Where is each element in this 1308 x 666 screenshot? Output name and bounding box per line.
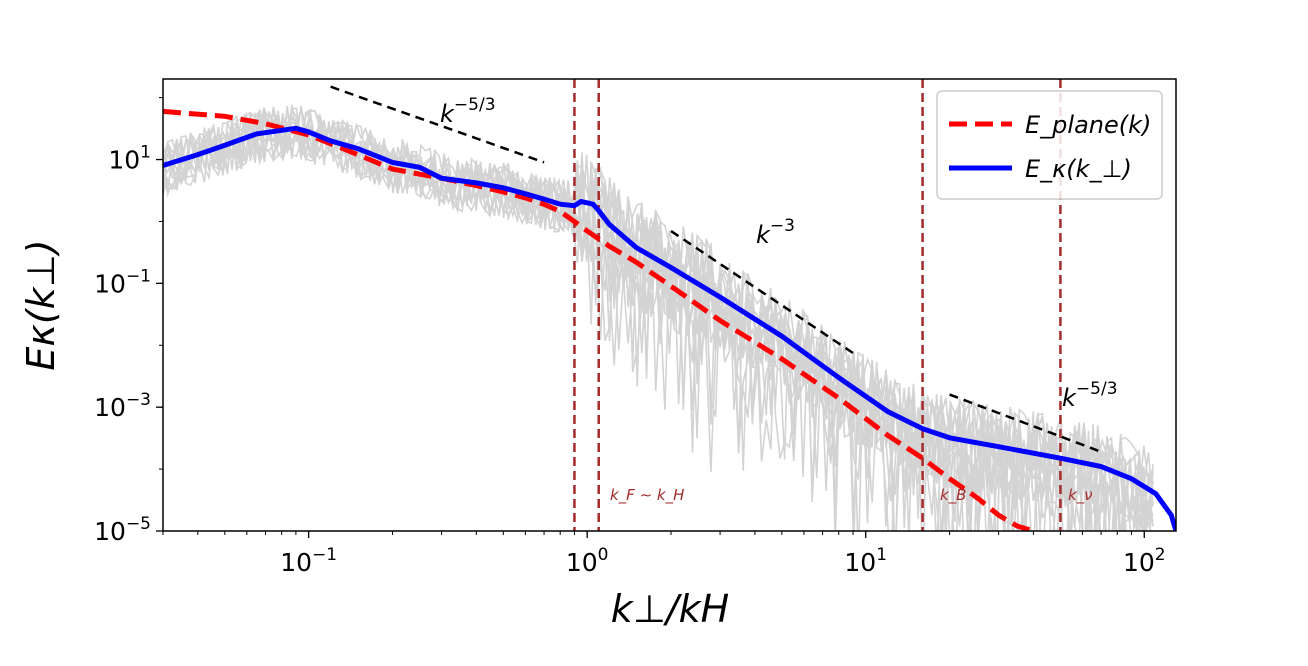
y-tick-label: 101 (108, 143, 151, 175)
reference-slope-line (949, 393, 1102, 454)
y-tick-label: 10−5 (94, 514, 151, 546)
legend: E_plane(k) E_κ(k_⊥) (936, 90, 1163, 200)
individual-spectrum-line (163, 113, 1154, 531)
series-e-plane (163, 108, 1035, 531)
vline-label-kb: k_B (940, 486, 966, 505)
legend-label-e-plane: E_plane(k) (1025, 111, 1151, 139)
ref-label-kolmogorov-low: k−5/3 (440, 95, 496, 128)
legend-box (936, 90, 1163, 200)
y-tick-label: 10−1 (94, 266, 151, 298)
x-tick-label: 102 (1123, 545, 1166, 577)
reference-slope-lines (330, 85, 1102, 454)
reference-slope-line (330, 85, 545, 164)
individual-spectrum-line (163, 107, 1154, 531)
y-axis-label: Eκ(k⊥) (19, 239, 63, 370)
individual-spectrum-line (163, 107, 1154, 531)
axis-ticks: 10−1 100 101 102 101 10−1 10−3 10−5 (94, 97, 1166, 577)
series-e-kappa (163, 125, 1176, 531)
reference-slope-line (670, 230, 854, 355)
vline-label-kf-kh: k_F ∼ k_H (610, 486, 684, 505)
x-tick-label: 101 (844, 545, 887, 577)
plot-frame (162, 78, 1177, 532)
ref-label-enstrophy: k−3 (756, 216, 795, 249)
y-tick-label: 10−3 (94, 390, 151, 422)
vline-label-knu: k_ν (1068, 486, 1093, 505)
x-axis-label: k⊥/kH (611, 587, 730, 631)
x-tick-label: 10−1 (280, 545, 337, 577)
legend-label-e-kappa: E_κ(k_⊥) (1025, 155, 1132, 183)
x-tick-label: 100 (566, 545, 609, 577)
ref-label-kolmogorov-high: k−5/3 (1062, 379, 1118, 412)
